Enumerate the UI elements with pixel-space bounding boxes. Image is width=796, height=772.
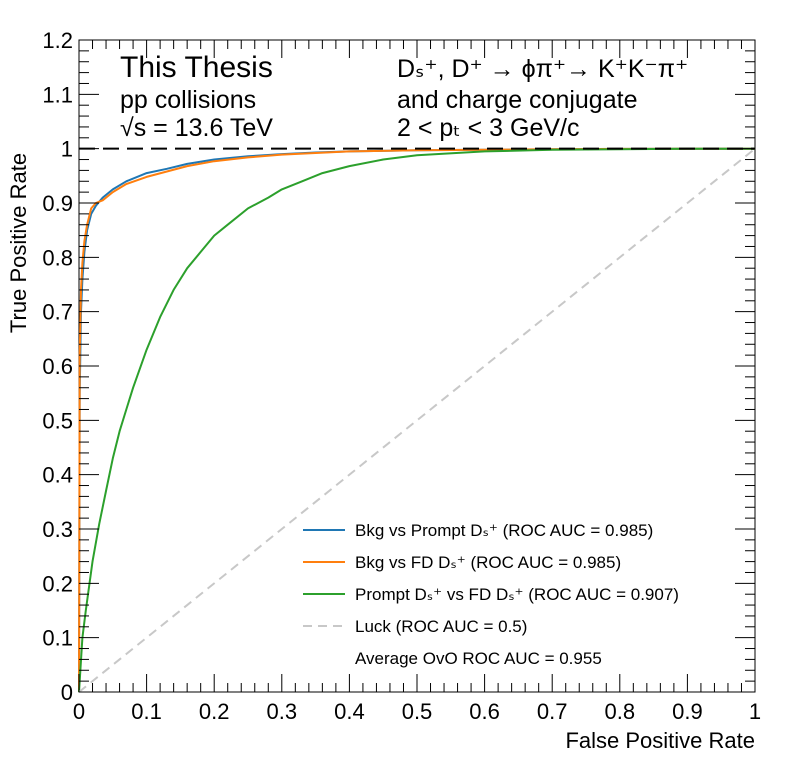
x-tick-label: 0.8	[605, 699, 636, 724]
y-tick-label: 0.1	[42, 626, 73, 651]
y-tick-label: 0	[61, 680, 73, 705]
annotation-title: This Thesis	[120, 51, 273, 84]
series-line-3	[78, 147, 756, 693]
annotation-right: Dₛ⁺, D⁺ → ϕπ⁺→ K⁺K⁻π⁺ and charge conjuga…	[397, 55, 688, 142]
annotation-energy: √s = 13.6 TeV	[120, 114, 273, 142]
legend-label-luck: Luck (ROC AUC = 0.5)	[355, 617, 527, 636]
annotation-pt-range: 2 < pₜ < 3 GeV/c	[397, 114, 579, 142]
y-tick-label: 0.7	[42, 300, 73, 325]
x-tick-label: 0.3	[267, 699, 298, 724]
annotation-decay: Dₛ⁺, D⁺ → ϕπ⁺→ K⁺K⁻π⁺	[397, 55, 688, 83]
y-tick-label: 1	[61, 137, 73, 162]
x-axis-label: False Positive Rate	[565, 728, 755, 753]
series-line-2	[78, 147, 755, 693]
annotation-conjugate: and charge conjugate	[397, 86, 637, 114]
y-tick-label: 0.5	[42, 408, 73, 433]
y-tick-label: 0.4	[42, 463, 73, 488]
y-tick-label: 0.6	[42, 354, 73, 379]
legend-average-auc: Average OvO ROC AUC = 0.955	[355, 649, 602, 668]
legend-label-bkg-fd: Bkg vs FD Dₛ⁺ (ROC AUC = 0.985)	[355, 553, 621, 572]
axis-layer: 0 0.1 0.2 0.3 0.4 0.5 0.6 0.7 0.8 0.9 1 0 0.1 0.2 0.3 0…	[42, 28, 761, 724]
x-tick-label: 0.1	[131, 699, 162, 724]
series-layer	[78, 147, 756, 693]
annotation-left: This Thesis pp collisions √s = 13.6 TeV	[120, 51, 273, 142]
y-axis-label: True Positive Rate	[6, 153, 31, 333]
y-tick-label: 0.3	[42, 517, 73, 542]
x-tick-label: 0.2	[199, 699, 230, 724]
x-tick-label: 0.4	[334, 699, 365, 724]
y-tick-label: 0.8	[42, 245, 73, 270]
x-tick-label: 0.7	[537, 699, 568, 724]
legend-label-bkg-prompt: Bkg vs Prompt Dₛ⁺ (ROC AUC = 0.985)	[355, 521, 653, 540]
y-tick-label: 1.1	[42, 82, 73, 107]
x-tick-label: 1	[749, 699, 761, 724]
x-tick-label: 0.6	[469, 699, 500, 724]
x-tick-label: 0.5	[402, 699, 433, 724]
legend-label-prompt-fd: Prompt Dₛ⁺ vs FD Dₛ⁺ (ROC AUC = 0.907)	[355, 585, 679, 604]
y-tick-label: 0.2	[42, 571, 73, 596]
series-line-1	[78, 147, 755, 693]
annotation-collisions: pp collisions	[120, 86, 256, 114]
x-tick-label: 0.9	[672, 699, 703, 724]
legend: Bkg vs Prompt Dₛ⁺ (ROC AUC = 0.985) Bkg …	[303, 521, 679, 668]
x-tick-label: 0	[73, 699, 85, 724]
y-tick-label: 1.2	[42, 28, 73, 53]
y-tick-label: 0.9	[42, 191, 73, 216]
